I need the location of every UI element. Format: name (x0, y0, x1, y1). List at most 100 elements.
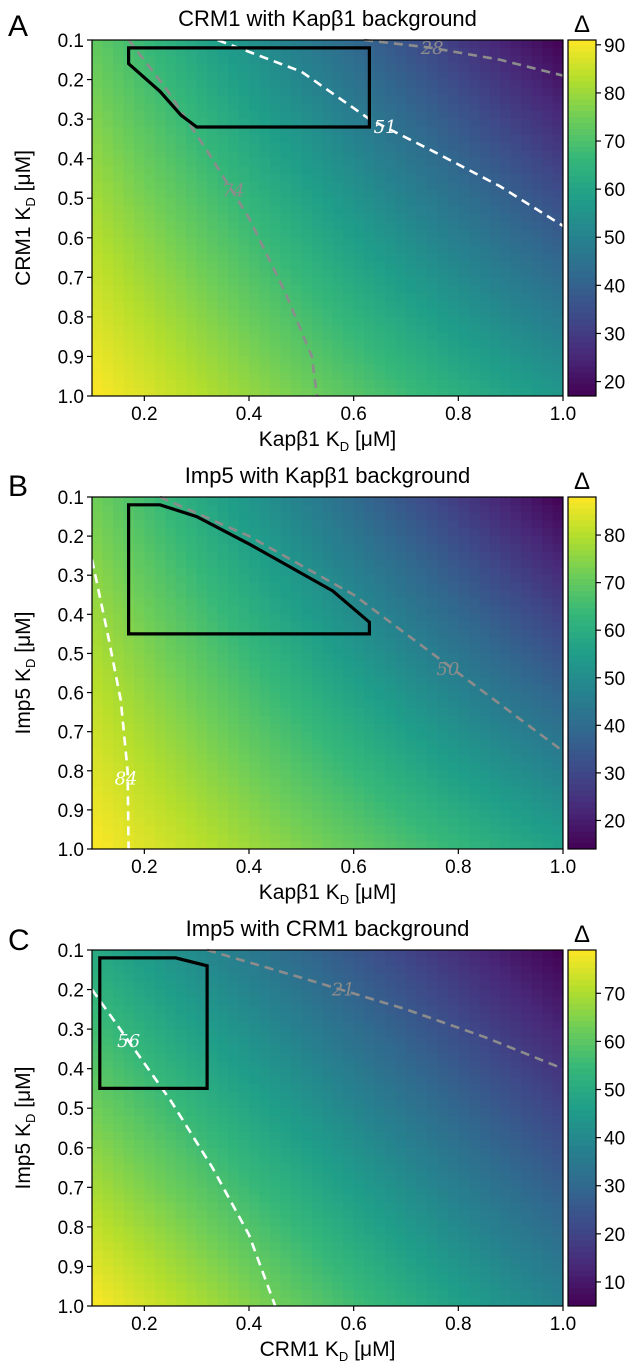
heatmap-cell (269, 645, 281, 655)
heatmap-cell (437, 348, 449, 358)
heatmap-cell (332, 87, 344, 96)
heatmap-cell (123, 1242, 135, 1252)
heatmap-cell (92, 606, 104, 615)
heatmap-cell (175, 567, 187, 576)
heatmap-cell (280, 206, 292, 215)
heatmap-cell (280, 645, 292, 655)
heatmap-cell (154, 997, 166, 1006)
heatmap-cell (521, 142, 533, 152)
heatmap-cell (217, 1037, 229, 1046)
heatmap-cell (217, 973, 229, 983)
heatmap-cell (228, 285, 240, 294)
heatmap-cell (552, 182, 564, 191)
heatmap-cell (207, 770, 219, 780)
heatmap-cell (133, 63, 145, 73)
heatmap-cell (259, 285, 271, 294)
heatmap-cell (112, 134, 124, 144)
heatmap-cell (165, 551, 177, 561)
heatmap-cell (290, 269, 302, 278)
heatmap-cell (290, 332, 302, 342)
heatmap-cell (406, 575, 418, 584)
heatmap-cell (343, 762, 355, 772)
heatmap-cell (269, 206, 281, 215)
heatmap-cell (249, 150, 261, 160)
heatmap-cell (416, 79, 428, 89)
heatmap-cell (395, 142, 407, 152)
heatmap-cell (133, 1226, 145, 1236)
heatmap-cell (102, 1037, 114, 1046)
heatmap-cell (437, 802, 449, 811)
heatmap-cell (238, 1052, 250, 1062)
heatmap-cell (238, 158, 250, 168)
heatmap-cell (269, 551, 281, 561)
heatmap-cell (447, 833, 459, 842)
contour-label: 74 (222, 180, 245, 201)
heatmap-cell (290, 786, 302, 795)
heatmap-cell (133, 1298, 145, 1307)
heatmap-cell (92, 55, 104, 65)
heatmap-cell (280, 622, 292, 631)
heatmap-cell (468, 127, 480, 136)
heatmap-cell (280, 716, 292, 725)
heatmap-cell (353, 332, 365, 342)
heatmap-cell (364, 770, 376, 780)
heatmap-cell (249, 575, 261, 584)
heatmap-cell (165, 293, 177, 302)
heatmap-cell (489, 142, 501, 152)
heatmap-cell (196, 583, 208, 592)
heatmap-cell (144, 1218, 156, 1228)
heatmap-cell (207, 1266, 219, 1275)
heatmap-cell (144, 119, 156, 128)
heatmap-cell (552, 150, 564, 160)
heatmap-cell (144, 308, 156, 318)
heatmap-cell (228, 1021, 240, 1030)
heatmap-cell (479, 301, 491, 310)
heatmap-cell (531, 755, 543, 764)
heatmap-cell (531, 817, 543, 827)
heatmap-cell (374, 285, 386, 294)
heatmap-cell (343, 308, 355, 318)
heatmap-cell (301, 174, 313, 183)
heatmap-cell (416, 645, 428, 655)
heatmap-cell (416, 119, 428, 128)
heatmap-cell (165, 778, 177, 788)
heatmap-cell (238, 504, 250, 514)
heatmap-cell (374, 676, 386, 686)
heatmap-cell (322, 614, 334, 623)
heatmap-cell (332, 559, 344, 568)
heatmap-cell (364, 825, 376, 834)
heatmap-cell (92, 1076, 104, 1086)
heatmap-cell (112, 150, 124, 160)
heatmap-cell (322, 708, 334, 717)
heatmap-cell (238, 1163, 250, 1173)
heatmap-cell (154, 708, 166, 717)
heatmap-cell (552, 575, 564, 584)
contour-line (127, 39, 319, 397)
heatmap-cell (426, 661, 438, 670)
heatmap-cell (521, 716, 533, 725)
heatmap-cell (102, 1100, 114, 1109)
heatmap-cell (385, 723, 397, 733)
heatmap-cell (269, 253, 281, 263)
heatmap-cell (500, 245, 512, 255)
heatmap-cell (542, 150, 554, 160)
heatmap-cell (133, 1179, 145, 1188)
heatmap-cell (217, 778, 229, 788)
heatmap-cell (144, 364, 156, 373)
heatmap-cell (217, 380, 229, 389)
heatmap-cell (102, 802, 114, 811)
heatmap-cell (207, 794, 219, 803)
heatmap-cell (395, 794, 407, 803)
heatmap-cell (92, 770, 104, 780)
heatmap-cell (196, 63, 208, 73)
heatmap-cell (385, 653, 397, 662)
heatmap-cell (458, 103, 470, 112)
heatmap-cell (426, 802, 438, 811)
heatmap-cell (196, 739, 208, 748)
heatmap-cell (175, 245, 187, 255)
colorbar-step (568, 602, 596, 610)
heatmap-cell (238, 755, 250, 764)
heatmap-cell (144, 261, 156, 271)
heatmap-cell (186, 380, 198, 389)
heatmap-cell (374, 87, 386, 96)
